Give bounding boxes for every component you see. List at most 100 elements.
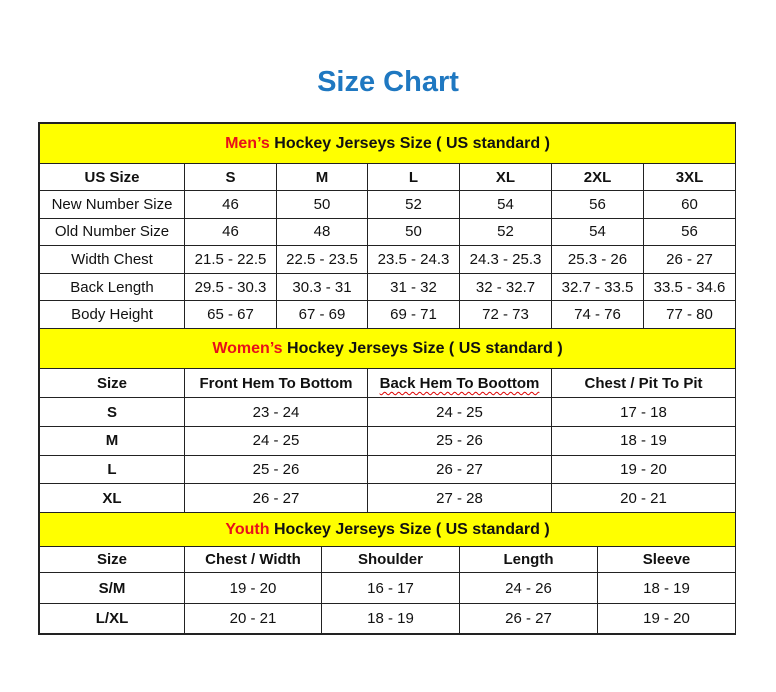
men-label: Men’s [225,134,270,152]
table-row: Back Length 29.5 - 30.3 30.3 - 31 31 - 32 32… [39,272,737,302]
table-cell: 52 [367,190,460,219]
table-cell: 26 - 27 [184,483,368,513]
women-size-table: Women’s Hockey Jerseys Size ( US standar… [38,328,737,513]
youth-label: Youth [225,520,270,538]
column-header: S [184,163,277,191]
table-row: XL 26 - 27 27 - 28 20 - 21 [39,483,737,513]
table-cell: 30.3 - 31 [276,272,368,302]
table-cell: 18 - 19 [550,426,737,456]
table-cell: 54 [459,190,552,219]
column-header-text: Size [96,374,127,392]
table-cell: 24 - 25 [184,426,368,456]
row-label: XL [39,483,185,513]
table-row: New Number Size 46 50 52 54 56 60 [39,190,737,219]
row-label: Old Number Size [39,217,185,247]
table-cell: 17 - 18 [550,397,737,428]
column-header: M [276,163,368,191]
column-header: 2XL [551,163,644,191]
table-row: S 23 - 24 24 - 25 17 - 18 [39,397,737,428]
column-header-text: Chest / Width [205,551,301,569]
table-cell: 22.5 - 23.5 [276,245,368,274]
column-header: Back Hem To Boottom [367,368,552,399]
column-header-text: Front Hem To Bottom [199,374,353,392]
column-header-text: 2XL [583,168,612,186]
table-cell: 24 - 26 [459,572,598,604]
table-row: S/M 19 - 20 16 - 17 24 - 26 18 - 19 [39,572,737,604]
table-cell: 74 - 76 [551,300,644,329]
table-cell: 26 - 27 [459,603,598,635]
men-size-table: Men’s Hockey Jerseys Size ( US standard … [38,123,737,329]
column-header: US Size [39,163,185,191]
column-header: XL [459,163,552,191]
table-cell: 48 [276,217,368,247]
women-section-heading: Women’s Hockey Jerseys Size ( US standar… [38,328,737,370]
table-header-row: US Size S M L XL 2XL 3XL [39,163,737,191]
table-cell: 65 - 67 [184,300,277,329]
column-header-text: Chest / Pit To Pit [584,374,703,392]
table-cell: 26 - 27 [367,455,552,485]
table-cell: 19 - 20 [550,455,737,485]
column-header-text: 3XL [675,168,704,186]
youth-size-table: Youth Hockey Jerseys Size ( US standard … [38,512,737,635]
table-row: Body Height 65 - 67 67 - 69 69 - 71 72 - 73 7… [39,300,737,329]
table-cell: 72 - 73 [459,300,552,329]
table-cell: 56 [551,190,644,219]
column-header-text: S [225,168,236,186]
column-header: 3XL [642,163,737,191]
table-cell: 50 [367,217,460,247]
table-cell: 52 [459,217,552,247]
row-label: S/M [39,572,185,604]
table-cell: 20 - 21 [184,603,322,635]
section-title: Hockey Jerseys Size ( US standard ) [269,134,550,152]
page-title: Size Chart [317,66,459,98]
table-cell: 46 [184,217,277,247]
table-cell: 19 - 20 [184,572,322,604]
table-cell: 18 - 19 [596,572,737,604]
table-cell: 23.5 - 24.3 [367,245,460,274]
table-cell: 16 - 17 [321,572,460,604]
row-label: M [39,426,185,456]
table-cell: 56 [642,217,737,247]
column-header-text: XL [495,168,516,186]
section-title: Hockey Jerseys Size ( US standard ) [282,339,563,357]
row-label: L/XL [39,603,185,635]
women-label: Women’s [212,339,283,357]
table-cell: 33.5 - 34.6 [642,272,737,302]
table-header-row: Size Chest / Width Shoulder Length Sleeve [39,546,737,574]
table-row: L/XL 20 - 21 18 - 19 26 - 27 19 - 20 [39,603,737,635]
table-cell: 27 - 28 [367,483,552,513]
table-cell: 77 - 80 [642,300,737,329]
section-title: Hockey Jerseys Size ( US standard ) [269,520,550,538]
column-header: Length [459,546,598,574]
table-cell: 31 - 32 [367,272,460,302]
men-section-heading: Men’s Hockey Jerseys Size ( US standard … [38,123,737,164]
table-cell: 29.5 - 30.3 [184,272,277,302]
column-header: Chest / Pit To Pit [550,368,737,399]
column-header: Chest / Width [184,546,322,574]
table-cell: 21.5 - 22.5 [184,245,277,274]
youth-section-heading: Youth Hockey Jerseys Size ( US standard … [38,512,737,548]
table-cell: 25 - 26 [367,426,552,456]
column-header: Shoulder [321,546,460,574]
table-cell: 24.3 - 25.3 [459,245,552,274]
table-cell: 50 [276,190,368,219]
table-cell: 20 - 21 [550,483,737,513]
column-header: L [367,163,460,191]
table-row: Old Number Size 46 48 50 52 54 56 [39,217,737,247]
table-row: M 24 - 25 25 - 26 18 - 19 [39,426,737,456]
column-header: Sleeve [596,546,737,574]
size-chart: Men’s Hockey Jerseys Size ( US standard … [38,122,737,636]
table-row: Width Chest 21.5 - 22.5 22.5 - 23.5 23.5 - … [39,245,737,274]
row-label: S [39,397,185,428]
table-cell: 24 - 25 [367,397,552,428]
table-cell: 26 - 27 [642,245,737,274]
column-header-text: Back Hem To Boottom [379,374,540,392]
column-header-text: Size [96,551,127,569]
row-label: New Number Size [39,190,185,219]
table-cell: 19 - 20 [596,603,737,635]
table-cell: 23 - 24 [184,397,368,428]
column-header: Size [39,368,185,399]
table-cell: 18 - 19 [321,603,460,635]
table-cell: 32 - 32.7 [459,272,552,302]
column-header-text: Sleeve [642,551,691,569]
